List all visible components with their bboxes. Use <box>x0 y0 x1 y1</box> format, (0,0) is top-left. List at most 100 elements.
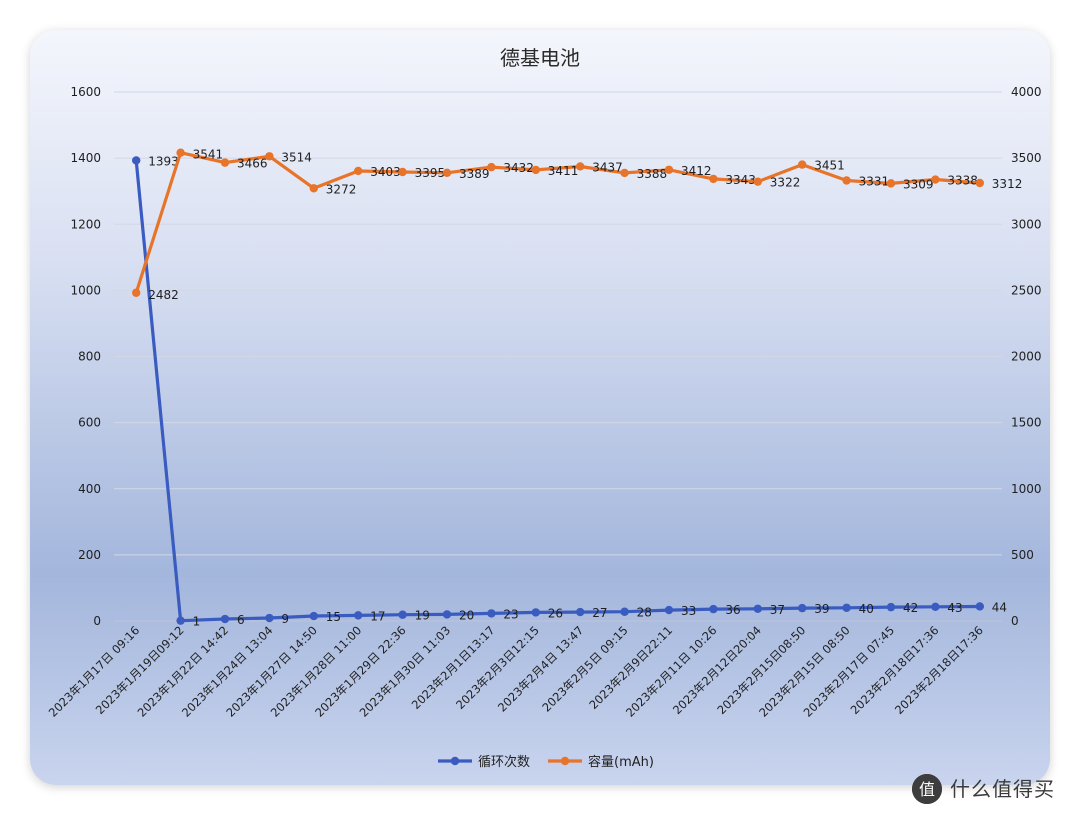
cycles-data-label: 40 <box>859 602 874 616</box>
capacity-point <box>576 162 585 171</box>
legend-label-capacity: 容量(mAh) <box>588 754 654 770</box>
chart-title: 德基电池 <box>500 46 580 70</box>
cycles-point <box>709 604 718 614</box>
capacity-point <box>487 162 496 172</box>
y-right-tick-label: 2500 <box>1011 283 1042 297</box>
cycles-point <box>354 611 363 620</box>
cycles-data-label: 44 <box>992 600 1007 614</box>
capacity-data-label: 3395 <box>415 166 446 180</box>
y-left-tick-label: 800 <box>78 350 101 364</box>
capacity-data-label: 3389 <box>459 167 490 181</box>
capacity-point <box>176 148 185 157</box>
cycles-data-label: 33 <box>681 604 696 618</box>
cycles-data-label: 6 <box>237 613 245 627</box>
cycles-point <box>664 605 674 615</box>
capacity-point <box>842 176 851 185</box>
capacity-data-label: 3432 <box>503 161 534 175</box>
watermark-text: 什么值得买 <box>950 777 1055 801</box>
cycles-data-label: 26 <box>548 606 563 620</box>
capacity-data-label: 3412 <box>681 164 712 178</box>
capacity-point <box>709 174 718 184</box>
capacity-point <box>664 165 674 174</box>
capacity-data-label: 3338 <box>947 174 978 188</box>
cycles-data-label: 1 <box>193 615 201 629</box>
capacity-data-label: 3309 <box>903 177 934 191</box>
cycles-point <box>975 602 984 611</box>
legend-marker-capacity <box>560 756 570 766</box>
cycles-point <box>442 610 452 619</box>
capacity-data-label: 3331 <box>859 174 890 188</box>
cycles-data-label: 39 <box>814 602 829 616</box>
capacity-point <box>798 160 807 169</box>
cycles-point <box>531 608 540 617</box>
x-tick-label: 2023年2月5日 09:15 <box>539 623 630 714</box>
cycles-data-label: 43 <box>947 601 962 615</box>
cycles-data-label: 19 <box>415 609 430 623</box>
cycles-data-label: 23 <box>503 607 518 621</box>
series-line-cycles <box>134 160 980 623</box>
y-right-tick-label: 1500 <box>1011 416 1042 430</box>
capacity-point <box>975 178 984 188</box>
capacity-point <box>398 167 407 177</box>
cycles-data-label: 15 <box>326 610 341 624</box>
capacity-point <box>220 158 230 167</box>
y-left-tick-label: 600 <box>78 416 101 430</box>
x-tick-label: 2023年2月18日17:36 <box>848 623 942 717</box>
capacity-data-label: 3322 <box>770 176 801 190</box>
cycles-data-label: 36 <box>725 603 740 617</box>
capacity-point <box>620 168 629 178</box>
x-tick-label: 2023年2月18日17:36 <box>892 623 986 717</box>
y-right-tick-label: 3500 <box>1011 151 1042 165</box>
capacity-data-label: 3437 <box>592 160 623 174</box>
series-line-capacity <box>134 151 980 294</box>
cycles-point <box>220 614 230 624</box>
capacity-point <box>265 152 274 161</box>
cycles-data-label: 37 <box>770 603 785 617</box>
capacity-point <box>442 168 452 178</box>
capacity-data-label: 3541 <box>193 148 224 162</box>
x-tick-label: 2023年2月1日13:17 <box>409 623 498 712</box>
cycles-data-label: 27 <box>592 606 607 620</box>
capacity-point <box>753 177 762 186</box>
x-tick-label: 2023年2月12日20:04 <box>670 623 764 717</box>
cycles-point <box>132 156 141 165</box>
cycles-point <box>620 607 629 616</box>
y-left-tick-label: 1200 <box>70 217 101 231</box>
cycles-point <box>309 611 318 621</box>
y-right-tick-label: 500 <box>1011 548 1034 562</box>
cycles-point <box>576 607 585 617</box>
cycles-data-label: 9 <box>281 612 289 626</box>
x-tick-label: 2023年2月15日08:50 <box>714 623 808 717</box>
y-left-tick-label: 1400 <box>70 151 101 165</box>
cycles-point <box>487 609 496 618</box>
cycles-data-label: 1393 <box>148 154 179 168</box>
capacity-point <box>132 288 141 297</box>
y-left-tick-label: 200 <box>78 548 101 562</box>
capacity-data-label: 3411 <box>548 164 579 178</box>
y-left-tick-label: 400 <box>78 482 101 496</box>
cycles-point <box>265 613 274 623</box>
x-tick-label: 2023年1月19日09:12 <box>93 623 187 717</box>
cycles-data-label: 17 <box>370 609 385 623</box>
y-right-tick-label: 0 <box>1011 614 1019 628</box>
x-tick-label: 2023年2月9日22:11 <box>586 623 675 712</box>
cycles-point <box>798 603 807 613</box>
y-left-tick-label: 1000 <box>70 283 101 297</box>
legend-label-cycles: 循环次数 <box>478 754 530 770</box>
capacity-point <box>354 166 363 176</box>
y-left-tick-label: 1600 <box>70 85 101 99</box>
cycles-data-label: 20 <box>459 608 474 622</box>
y-right-tick-label: 1000 <box>1011 482 1042 496</box>
cycles-point <box>886 602 896 612</box>
capacity-point <box>309 184 318 193</box>
cycles-point <box>931 602 940 611</box>
cycles-point <box>842 603 851 612</box>
cycles-data-label: 42 <box>903 601 918 615</box>
capacity-data-label: 3466 <box>237 157 268 171</box>
capacity-data-label: 2482 <box>148 288 179 302</box>
cycles-point <box>398 610 407 619</box>
capacity-data-label: 3312 <box>992 177 1023 191</box>
capacity-data-label: 3451 <box>814 159 845 173</box>
